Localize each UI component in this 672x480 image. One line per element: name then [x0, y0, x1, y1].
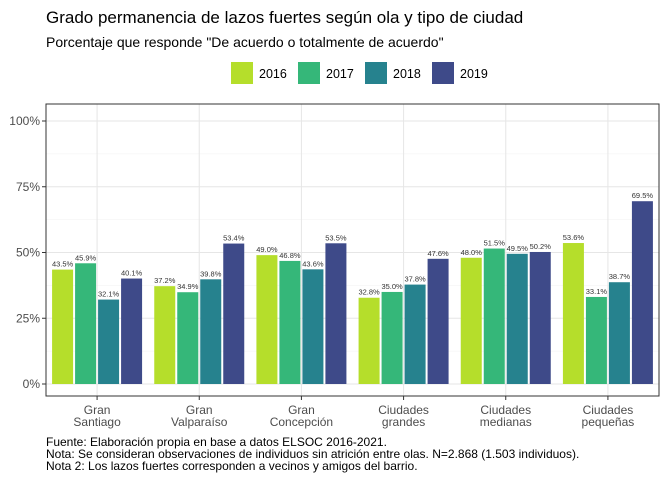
- panel-background: [46, 104, 659, 396]
- legend-label: 2016: [259, 67, 287, 81]
- bar: [325, 243, 347, 384]
- legend-label: 2018: [393, 67, 421, 81]
- legend-label: 2019: [460, 67, 488, 81]
- bar: [608, 282, 630, 384]
- bar: [483, 248, 505, 384]
- bar-data-label: 38.7%: [609, 272, 631, 281]
- bar-data-label: 32.1%: [98, 290, 120, 299]
- x-tick-label: Ciudades grandes: [378, 403, 429, 429]
- caption-line-note-2: Nota 2: Los lazos fuertes corresponden a…: [46, 459, 418, 473]
- bar-data-label: 49.0%: [256, 245, 278, 254]
- bar-data-label: 34.9%: [177, 282, 199, 291]
- x-tick-label: Gran Concepción: [270, 403, 333, 429]
- bar-data-label: 50.2%: [530, 242, 552, 251]
- x-tick-label: Ciudades medianas: [480, 403, 532, 429]
- bar-data-label: 35.0%: [381, 282, 403, 291]
- legend: 2016 2017 2018 2019: [231, 62, 488, 84]
- bar: [200, 279, 222, 384]
- bar-data-label: 40.1%: [121, 269, 143, 278]
- bar: [98, 299, 120, 384]
- bar: [223, 243, 245, 384]
- bar-data-label: 69.5%: [632, 191, 654, 200]
- x-tick-label: Gran Santiago: [73, 403, 121, 429]
- y-tick-label: 0%: [23, 377, 41, 391]
- bar-data-label: 53.4%: [223, 234, 245, 243]
- chart-title: Grado permanencia de lazos fuertes según…: [46, 8, 523, 27]
- bar: [585, 296, 607, 384]
- bar-data-label: 39.8%: [200, 269, 222, 278]
- plot-area: 0% 25% 50% 75% 100% 43.5% 37.2% 49.0% 32.8% 48.0%…: [9, 103, 660, 429]
- bar-data-label: 43.5%: [52, 260, 74, 269]
- legend-key: [365, 62, 387, 84]
- bar-data-label: 46.8%: [279, 251, 301, 260]
- bar: [381, 291, 403, 384]
- bar: [302, 269, 324, 384]
- bar: [279, 260, 301, 384]
- chart-subtitle: Porcentaje que responde "De acuerdo o to…: [46, 34, 444, 50]
- x-tick-label: Ciudades pequeñas: [582, 403, 635, 429]
- legend-key: [432, 62, 454, 84]
- bar-data-label: 48.0%: [461, 248, 483, 257]
- legend-key: [298, 62, 320, 84]
- bar-data-label: 33.1%: [586, 287, 608, 296]
- bar-data-label: 53.6%: [563, 233, 585, 242]
- bar: [506, 253, 528, 384]
- panel-border: [45, 103, 660, 397]
- bar: [631, 201, 653, 384]
- bar-data-label: 45.9%: [75, 253, 97, 262]
- bar-data-label: 47.6%: [427, 249, 449, 258]
- y-tick-label: 75%: [16, 180, 40, 194]
- bar: [529, 251, 551, 384]
- y-tick-label: 50%: [16, 246, 40, 260]
- x-tick-label: Gran Valparaíso: [171, 403, 228, 429]
- bar-data-label: 37.2%: [154, 276, 176, 285]
- bar: [177, 292, 199, 384]
- bar: [121, 278, 143, 384]
- bar-data-label: 51.5%: [484, 239, 506, 248]
- y-tick-label: 100%: [9, 114, 40, 128]
- bar-data-label: 49.5%: [507, 244, 529, 253]
- bar-data-label: 53.5%: [325, 233, 347, 242]
- bar: [404, 284, 426, 384]
- bar-data-label: 43.6%: [302, 259, 324, 268]
- y-tick-label: 25%: [16, 311, 40, 325]
- legend-key: [231, 62, 253, 84]
- bar: [427, 258, 449, 384]
- bar: [256, 255, 278, 384]
- caption-line-source: Fuente: Elaboración propia en base a dat…: [46, 435, 387, 449]
- bar: [154, 286, 176, 384]
- legend-label: 2017: [326, 67, 354, 81]
- bar: [52, 269, 74, 384]
- bar: [358, 297, 380, 384]
- bar-data-label: 37.8%: [404, 275, 426, 284]
- bar: [75, 263, 97, 384]
- caption-line-note: Nota: Se consideran observaciones de ind…: [46, 447, 579, 461]
- bar: [562, 243, 584, 384]
- caption: Fuente: Elaboración propia en base a dat…: [46, 435, 579, 473]
- bar: [460, 257, 482, 384]
- bar-data-label: 32.8%: [358, 288, 380, 297]
